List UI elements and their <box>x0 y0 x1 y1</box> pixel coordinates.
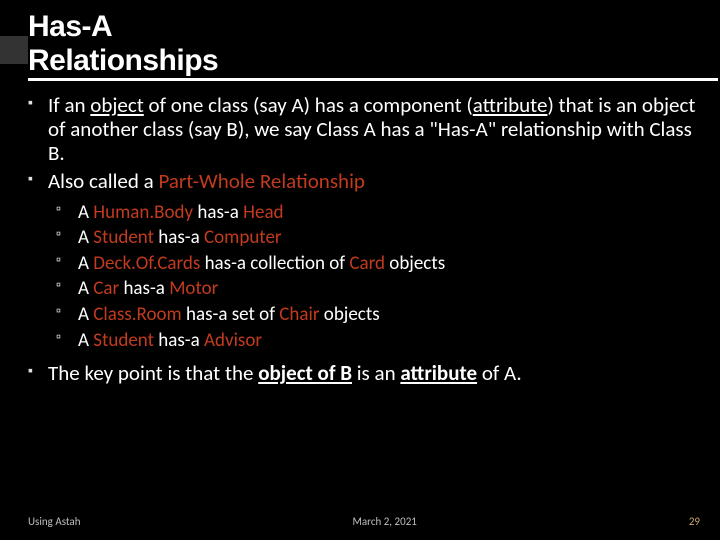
sub-bullet-3: A Deck.Of.Cards has-a collection of Card… <box>78 251 700 277</box>
text: of one class (say A) has a component ( <box>144 92 473 118</box>
text: has-a collection of <box>200 252 349 275</box>
text-accent: Card <box>349 252 385 275</box>
text-accent: Computer <box>204 226 282 249</box>
text: has-a <box>154 226 204 249</box>
text-accent: Deck.Of.Cards <box>93 252 200 275</box>
text-accent: Student <box>93 329 154 352</box>
sub-bullet-list: A Human.Body has-a Head A Student has-a … <box>48 200 700 354</box>
slide-title: Has-A Relationships <box>28 10 718 81</box>
text-bold-underline: attribute <box>400 360 477 386</box>
text: is an <box>352 360 400 386</box>
text: The key point is that the <box>48 360 258 386</box>
text-accent: Motor <box>169 277 218 300</box>
text-accent: Student <box>93 226 154 249</box>
footer-center: March 2, 2021 <box>352 515 416 528</box>
text: A <box>78 201 93 224</box>
text-accent: Advisor <box>204 329 262 352</box>
text: has-a <box>154 329 204 352</box>
bullet-list: If an object of one class (say A) has a … <box>28 93 700 386</box>
text: has-a <box>193 201 243 224</box>
text-underline: attribute <box>473 92 548 118</box>
bullet-3: The key point is that the object of B is… <box>48 361 700 385</box>
bullet-1: If an object of one class (say A) has a … <box>48 93 700 165</box>
text: A <box>78 277 93 300</box>
text: A <box>78 226 93 249</box>
text-accent: Part-Whole Relationship <box>158 168 364 194</box>
text: objects <box>320 303 380 326</box>
side-accent-block <box>0 36 28 64</box>
text-accent: Class.Room <box>93 303 181 326</box>
sub-bullet-5: A Class.Room has-a set of Chair objects <box>78 302 700 328</box>
slide: Has-A Relationships If an object of one … <box>0 0 720 540</box>
text: objects <box>385 252 445 275</box>
text-accent: Human.Body <box>93 201 193 224</box>
text: has-a <box>119 277 169 300</box>
footer-page-number: 29 <box>689 515 700 528</box>
sub-bullet-6: A Student has-a Advisor <box>78 328 700 354</box>
text-accent: Chair <box>279 303 319 326</box>
text: of A. <box>477 360 522 386</box>
text: A <box>78 303 93 326</box>
sub-bullet-1: A Human.Body has-a Head <box>78 200 700 226</box>
text-underline: object <box>90 92 144 118</box>
text: If an <box>48 92 90 118</box>
title-row: Has-A Relationships <box>28 10 700 85</box>
text-accent: Head <box>243 201 283 224</box>
text: has-a set of <box>182 303 280 326</box>
sub-bullet-2: A Student has-a Computer <box>78 225 700 251</box>
sub-bullet-4: A Car has-a Motor <box>78 276 700 302</box>
text: A <box>78 329 93 352</box>
text: A <box>78 252 93 275</box>
content-area: If an object of one class (say A) has a … <box>28 93 700 386</box>
footer-left: Using Astah <box>28 515 80 528</box>
text: Also called a <box>48 168 158 194</box>
text-bold-underline: object of B <box>258 360 352 386</box>
bullet-2: Also called a Part-Whole Relationship A … <box>48 169 700 353</box>
text-accent: Car <box>93 277 119 300</box>
footer: Using Astah March 2, 2021 29 <box>28 515 700 528</box>
